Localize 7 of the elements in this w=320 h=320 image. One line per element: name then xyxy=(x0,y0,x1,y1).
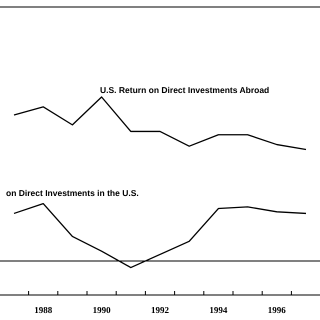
x-tick-label: 1990 xyxy=(92,305,112,315)
series-label: U.S. Return on Direct Investments Abroad xyxy=(100,85,270,95)
x-tick-label: 1996 xyxy=(268,305,286,315)
x-tick-label: 1988 xyxy=(34,305,53,315)
text: on Direct Investments in the U.S. xyxy=(6,188,139,198)
x-tick-label: 1992 xyxy=(151,305,170,315)
x-tick-label: 1994 xyxy=(209,305,228,315)
